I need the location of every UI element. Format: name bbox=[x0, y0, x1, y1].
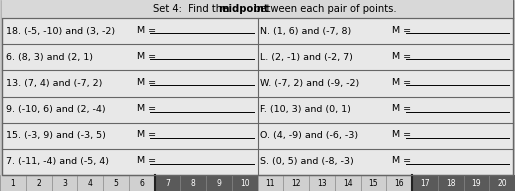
Text: O. (4, -9) and (-6, -3): O. (4, -9) and (-6, -3) bbox=[261, 131, 358, 140]
Text: 13. (7, 4) and (-7, 2): 13. (7, 4) and (-7, 2) bbox=[6, 79, 102, 88]
Text: 7: 7 bbox=[165, 179, 170, 188]
Text: 7. (-11, -4) and (-5, 4): 7. (-11, -4) and (-5, 4) bbox=[6, 157, 109, 166]
Text: 18: 18 bbox=[446, 179, 455, 188]
Text: 9: 9 bbox=[216, 179, 221, 188]
Text: M =: M = bbox=[392, 130, 411, 139]
Text: 13: 13 bbox=[317, 179, 327, 188]
Text: M =: M = bbox=[137, 130, 156, 139]
FancyBboxPatch shape bbox=[206, 175, 232, 191]
Text: 15: 15 bbox=[369, 179, 378, 188]
Text: 14: 14 bbox=[343, 179, 352, 188]
Text: M =: M = bbox=[137, 52, 156, 61]
Text: S. (0, 5) and (-8, -3): S. (0, 5) and (-8, -3) bbox=[261, 157, 354, 166]
FancyBboxPatch shape bbox=[489, 175, 515, 191]
FancyBboxPatch shape bbox=[232, 175, 258, 191]
Text: 11: 11 bbox=[266, 179, 275, 188]
Text: M =: M = bbox=[392, 104, 411, 113]
Text: 17: 17 bbox=[420, 179, 430, 188]
Text: 3: 3 bbox=[62, 179, 67, 188]
Text: between each pair of points.: between each pair of points. bbox=[251, 4, 397, 14]
Text: M =: M = bbox=[392, 26, 411, 35]
FancyBboxPatch shape bbox=[0, 175, 515, 191]
Text: M =: M = bbox=[392, 78, 411, 87]
Text: 15. (-3, 9) and (-3, 5): 15. (-3, 9) and (-3, 5) bbox=[6, 131, 106, 140]
FancyBboxPatch shape bbox=[438, 175, 464, 191]
FancyBboxPatch shape bbox=[180, 175, 206, 191]
Text: N. (1, 6) and (-7, 8): N. (1, 6) and (-7, 8) bbox=[261, 27, 352, 36]
Text: M =: M = bbox=[392, 52, 411, 61]
Text: M =: M = bbox=[137, 26, 156, 35]
Text: F. (10, 3) and (0, 1): F. (10, 3) and (0, 1) bbox=[261, 105, 351, 114]
FancyBboxPatch shape bbox=[2, 0, 513, 18]
Text: 6: 6 bbox=[139, 179, 144, 188]
Text: Set 4:  Find the: Set 4: Find the bbox=[152, 4, 231, 14]
Text: 5: 5 bbox=[113, 179, 118, 188]
FancyBboxPatch shape bbox=[464, 175, 489, 191]
FancyBboxPatch shape bbox=[154, 175, 180, 191]
FancyBboxPatch shape bbox=[2, 0, 513, 175]
Text: 8: 8 bbox=[191, 179, 196, 188]
Text: M =: M = bbox=[137, 156, 156, 165]
Text: 2: 2 bbox=[36, 179, 41, 188]
Text: W. (-7, 2) and (-9, -2): W. (-7, 2) and (-9, -2) bbox=[261, 79, 360, 88]
Text: L. (2, -1) and (-2, 7): L. (2, -1) and (-2, 7) bbox=[261, 53, 353, 62]
Text: 4: 4 bbox=[88, 179, 93, 188]
Text: 12: 12 bbox=[291, 179, 301, 188]
Text: M =: M = bbox=[137, 78, 156, 87]
Text: M =: M = bbox=[392, 156, 411, 165]
Text: 6. (8, 3) and (2, 1): 6. (8, 3) and (2, 1) bbox=[6, 53, 93, 62]
Text: M =: M = bbox=[137, 104, 156, 113]
Text: 18. (-5, -10) and (3, -2): 18. (-5, -10) and (3, -2) bbox=[6, 27, 115, 36]
Text: 20: 20 bbox=[497, 179, 507, 188]
Text: midpoint: midpoint bbox=[218, 4, 269, 14]
Text: 10: 10 bbox=[240, 179, 249, 188]
FancyBboxPatch shape bbox=[412, 175, 438, 191]
Text: 16: 16 bbox=[394, 179, 404, 188]
Text: 9. (-10, 6) and (2, -4): 9. (-10, 6) and (2, -4) bbox=[6, 105, 106, 114]
Text: 19: 19 bbox=[472, 179, 481, 188]
Text: 1: 1 bbox=[10, 179, 15, 188]
